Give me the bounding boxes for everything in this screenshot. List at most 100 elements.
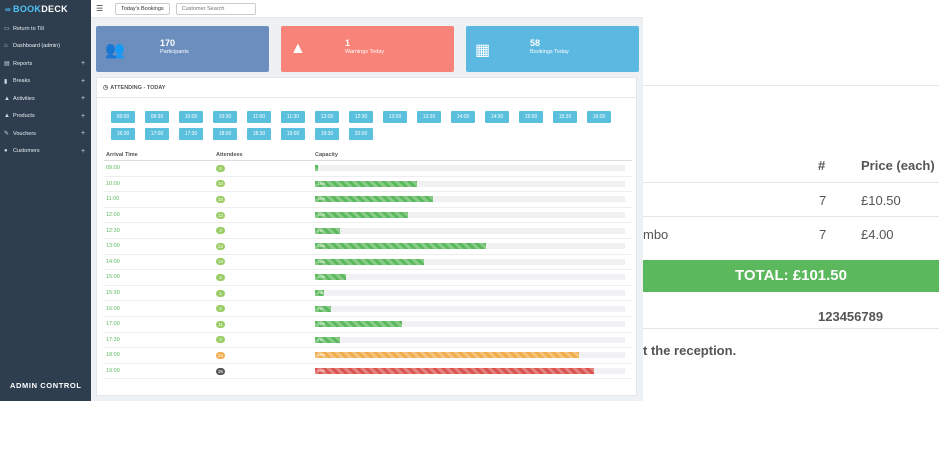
plus-icon: + — [81, 95, 86, 103]
sidebar-item-label: Customers — [13, 148, 40, 155]
sidebar-item-label: Dashboard (admin) — [13, 43, 61, 50]
capacity-bar: 8% — [315, 227, 625, 234]
sidebar-item-label: Reports — [13, 60, 33, 67]
admin-control-label: ADMIN CONTROL — [10, 381, 82, 390]
time-slot-button[interactable]: 14:00 — [451, 111, 475, 123]
table-row: 12:00 12 30% — [104, 208, 632, 224]
attendees-badge: 0 — [216, 164, 225, 172]
todays-bookings-button[interactable]: Today's Bookings — [115, 2, 170, 15]
receipt-reference: 123456789 — [818, 309, 884, 324]
main-content: ☰ Today's Bookings 👥170Participants▲1War… — [91, 0, 643, 401]
time-slot-buttons: 09:00 09:30 10:00 10:30 11:00 11:30 12:00 12:30… — [111, 111, 621, 140]
sidebar-item-reports[interactable]: ▤ Reports + — [0, 55, 91, 73]
time-slot-button[interactable]: 11:30 — [281, 111, 305, 123]
attendees-cell: 0 — [216, 164, 315, 172]
stat-value: 1 — [345, 38, 351, 48]
attendees-cell: 3 — [216, 336, 315, 344]
time-slot-button[interactable]: 15:30 — [553, 111, 577, 123]
sidebar-item-dashboard-admin[interactable]: ⌂ Dashboard (admin) — [0, 38, 91, 56]
time-slot-button[interactable]: 16:30 — [111, 128, 135, 140]
plus-icon: + — [81, 130, 86, 138]
capacity-cell: 35% — [315, 258, 632, 265]
time-slot-button[interactable]: 18:30 — [247, 128, 271, 140]
time-slot-button[interactable]: 19:30 — [315, 128, 339, 140]
customer-search-input[interactable] — [175, 2, 256, 15]
arrival-time: 11:00 — [106, 196, 120, 203]
stat-card-participants[interactable]: 👥 170 Participants — [96, 26, 269, 72]
attendees-cell: 10 — [216, 180, 315, 188]
sidebar-item-activities[interactable]: ▲ Activities + — [0, 90, 91, 108]
attendees-badge: 14 — [216, 258, 226, 266]
table-row: 10:00 10 33% — [104, 177, 632, 193]
plus-icon: + — [81, 77, 86, 85]
time-slot-button[interactable]: 10:00 — [179, 111, 203, 123]
attendees-cell: 11 — [216, 320, 315, 328]
sidebar-item-return-to-till[interactable]: ▭ Return to Till — [0, 20, 91, 38]
sidebar-item-customers[interactable]: ● Customers + — [0, 143, 91, 161]
sidebar-item-vouchers[interactable]: ✎ Vouchers + — [0, 125, 91, 143]
time-slot-button[interactable]: 17:00 — [145, 128, 169, 140]
capacity-percent: 8% — [317, 227, 323, 233]
receipt-item-name: mbo — [643, 227, 669, 242]
panel-header: ◷ ATTENDING - TODAY — [97, 78, 636, 98]
time-slot-button[interactable]: 17:30 — [179, 128, 203, 140]
time-slot-button[interactable]: 19:00 — [281, 128, 305, 140]
arrival-time: 15:30 — [106, 290, 120, 297]
users-icon: ● — [4, 148, 8, 155]
time-slot-button[interactable]: 20:00 — [349, 128, 373, 140]
time-slot-button[interactable]: 13:00 — [383, 111, 407, 123]
capacity-bar — [315, 165, 625, 172]
time-slot-button[interactable]: 13:30 — [417, 111, 441, 123]
stat-card-warnings-today[interactable]: ▲ 1 Warnings Today — [281, 26, 454, 72]
time-slot-button[interactable]: 18:00 — [213, 128, 237, 140]
sidebar-item-label: Products — [13, 113, 35, 120]
attendees-cell: 2 — [216, 305, 315, 313]
capacity-bar: 28% — [315, 321, 625, 328]
sidebar-item-products[interactable]: ▲ Products + — [0, 108, 91, 126]
ticket-icon: ✎ — [4, 131, 10, 138]
capacity-cell: 5% — [315, 305, 632, 312]
capacity-bar: 8% — [315, 336, 625, 343]
capacity-bar: 90% — [315, 368, 625, 375]
arrival-time: 12:30 — [106, 227, 120, 234]
column-attendees: Attendees — [216, 151, 243, 158]
capacity-cell: 33% — [315, 180, 632, 187]
arrival-time: 18:00 — [106, 352, 120, 359]
capacity-bar-fill: 33% — [315, 180, 418, 187]
receipt-item-price: £10.50 — [861, 193, 901, 208]
table-row: 15:30 1 3% — [104, 286, 632, 302]
receipt-item-quantity: 7 — [819, 193, 827, 208]
table-row: 17:00 11 28% — [104, 317, 632, 333]
arrow-up-icon: ▲ — [4, 113, 10, 120]
capacity-percent: 10% — [317, 274, 326, 280]
capacity-bar: 38% — [315, 196, 625, 203]
capacity-bar-fill: 85% — [315, 352, 579, 359]
time-slot-button[interactable]: 09:30 — [145, 111, 169, 123]
capacity-cell: 85% — [315, 352, 632, 359]
time-slot-button[interactable]: 11:00 — [247, 111, 271, 123]
time-slot-button[interactable]: 12:00 — [315, 111, 339, 123]
capacity-bar-fill: 30% — [315, 212, 408, 219]
time-slot-button[interactable]: 09:00 — [111, 111, 135, 123]
capacity-percent: 35% — [317, 258, 326, 264]
attendees-badge: 3 — [216, 227, 225, 235]
attendees-cell: 22 — [216, 242, 315, 250]
calendar-icon: ▦ — [475, 42, 491, 59]
stat-card-bookings-today[interactable]: ▦ 58 Bookings Today — [466, 26, 639, 72]
time-slot-button[interactable]: 16:00 — [587, 111, 611, 123]
sidebar-item-breaks[interactable]: ▮ Breaks + — [0, 73, 91, 91]
sidebar-item-label: Return to Till — [13, 25, 44, 32]
brand-logo[interactable]: ∞ BOOK DECK — [0, 0, 91, 18]
menu-icon[interactable]: ☰ — [96, 4, 104, 13]
time-slot-button[interactable]: 14:30 — [485, 111, 509, 123]
time-slot-button[interactable]: 10:30 — [213, 111, 237, 123]
arrival-time: 10:00 — [106, 180, 120, 187]
plus-icon: + — [81, 147, 86, 155]
table-body: 09:00 0 10:00 10 33% 11:00 15 38% 12:00 12 30% 12:3… — [104, 161, 632, 380]
stat-label: Bookings Today — [530, 49, 569, 55]
warning-icon: ▲ — [290, 40, 306, 57]
time-slot-button[interactable]: 12:30 — [349, 111, 373, 123]
time-slot-button[interactable]: 15:00 — [519, 111, 543, 123]
table-row: 11:00 15 38% — [104, 192, 632, 208]
sidebar-item-label: Vouchers — [13, 130, 36, 137]
